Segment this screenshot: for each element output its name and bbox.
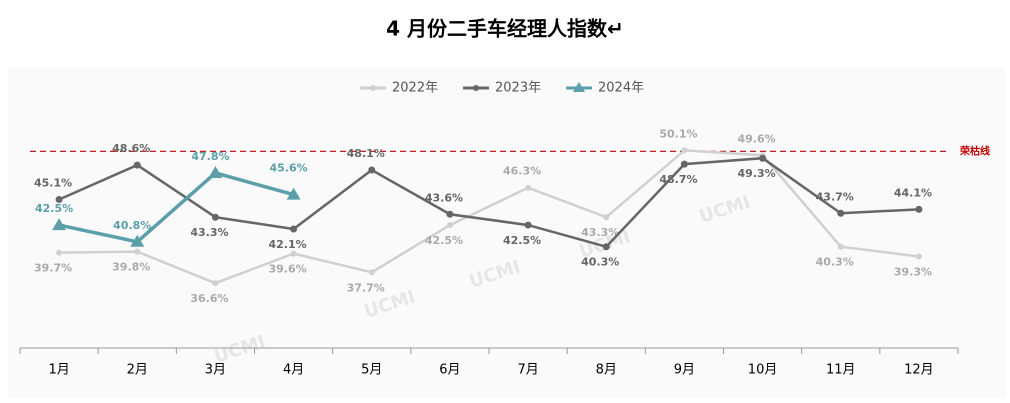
point [130,234,145,247]
x-tick-label: 2月 [127,363,148,378]
x-tick-label: 10月 [748,363,778,378]
data-label: 39.8% [112,261,150,274]
x-tick-label: 6月 [439,363,460,378]
point [211,213,219,221]
point [290,225,298,233]
x-tick-label: 11月 [826,363,856,378]
series-line [59,149,920,285]
point [915,253,922,260]
data-label: 45.6% [269,162,307,175]
point [212,280,219,287]
point [603,214,610,221]
data-label: 37.7% [347,281,385,294]
data-label: 45.1% [34,177,72,190]
point [290,250,297,257]
point [286,187,301,200]
legend-marker [573,82,585,92]
point [446,210,454,218]
point [52,218,67,231]
point [681,147,688,154]
data-label: 43.3% [581,226,619,239]
point [759,154,767,162]
data-label: 36.6% [190,292,228,305]
data-label: 42.5% [35,202,73,215]
point [56,249,63,256]
point [368,269,375,276]
legend-label: 2024年 [598,81,644,96]
x-tick-label: 5月 [361,363,382,378]
point [602,243,610,251]
legend-marker [473,85,479,91]
x-tick-label: 1月 [48,363,69,378]
x-tick-label: 4月 [283,363,304,378]
x-tick-label: 12月 [904,363,934,378]
data-label: 43.7% [816,190,854,203]
data-label: 40.3% [581,256,619,269]
point [133,161,141,169]
point [55,196,63,204]
point [915,205,923,213]
data-label: 46.3% [503,165,541,178]
data-label: 49.6% [737,132,775,145]
legend-label: 2023年 [495,81,541,96]
point [134,248,141,255]
point [525,184,532,191]
plot-background [8,68,1006,398]
point [524,221,532,229]
data-label: 40.8% [113,219,151,232]
data-label: 44.1% [894,186,932,199]
legend-label: 2022年 [392,81,438,96]
legend-marker [370,85,376,91]
data-label: 50.1% [659,127,697,140]
x-tick-label: 8月 [596,363,617,378]
data-label: 40.3% [816,256,854,269]
point [446,222,453,229]
data-label: 43.3% [190,226,228,239]
data-label: 39.3% [894,266,932,279]
data-label: 39.7% [34,262,72,275]
point [680,160,688,168]
data-label: 48.6% [112,142,150,155]
data-label: 42.5% [425,234,463,247]
series-line [58,156,919,249]
data-label: 39.6% [268,263,306,276]
x-tick-label: 7月 [517,363,538,378]
x-tick-label: 3月 [205,363,226,378]
point [837,243,844,250]
point [368,166,376,174]
x-tick-label: 9月 [674,363,695,378]
reference-label: 荣枯线 [959,144,990,157]
series-line [58,171,295,244]
data-label: 43.6% [425,191,463,204]
data-label: 48.7% [659,173,697,186]
chart-title: 4 月份二手车经理人指数↵ [386,17,624,41]
data-label: 42.1% [268,238,306,251]
data-label: 49.3% [737,167,775,180]
data-label: 42.5% [503,234,541,247]
point [208,165,223,178]
point [837,209,845,217]
data-label: 48.1% [347,147,385,160]
data-label: 47.8% [191,150,229,163]
